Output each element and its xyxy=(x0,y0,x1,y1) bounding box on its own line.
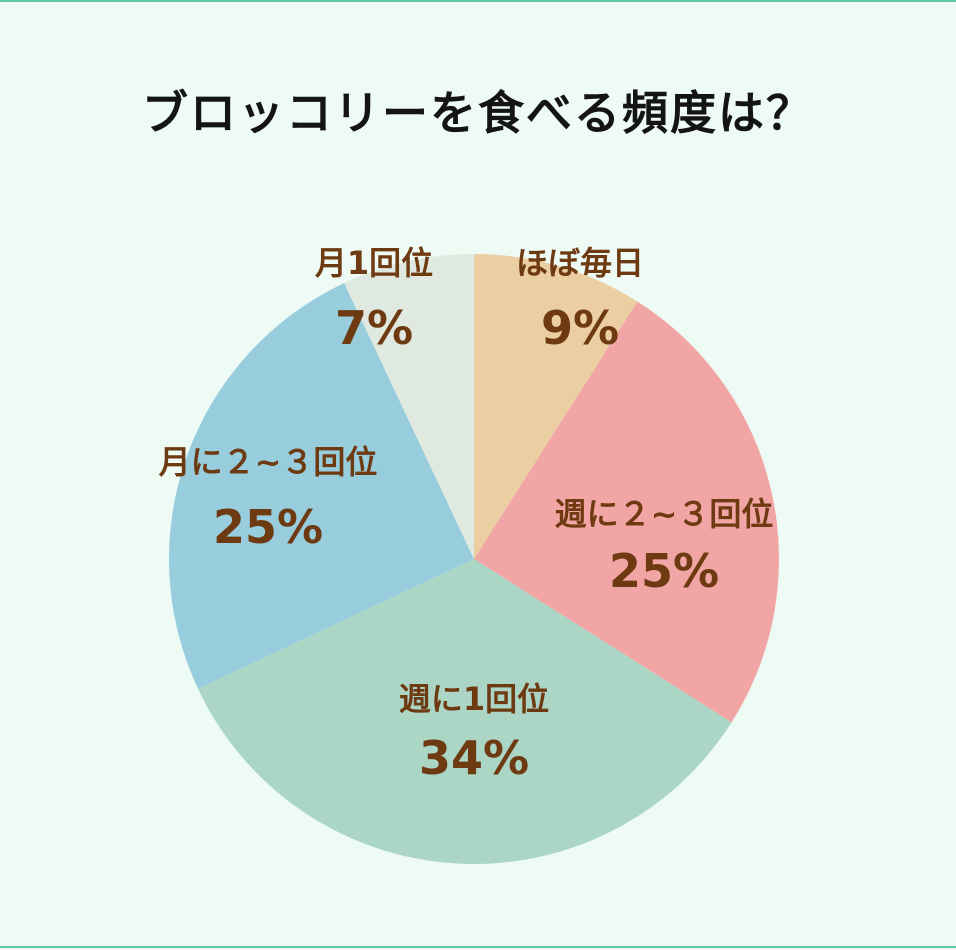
pie-slice-4 xyxy=(169,283,475,689)
pie-slices xyxy=(169,254,779,865)
slice-label-3: 週に1回位 xyxy=(399,680,549,718)
pie-slice-1 xyxy=(474,254,638,559)
slice-value-3: 34% xyxy=(419,731,529,785)
slice-label-4: 月に２~３回位 xyxy=(159,443,378,481)
pie-slice-5 xyxy=(344,254,474,559)
chart-title: ブロッコリーを食べる頻度は？ xyxy=(142,86,814,140)
slice-label-2: 週に２~３回位 xyxy=(555,495,774,533)
slice-value-5: 7% xyxy=(335,301,413,355)
slice-label-5: 月1回位 xyxy=(315,244,433,282)
pie-slice-3 xyxy=(198,559,732,865)
slice-label-1: ほぼ毎日 xyxy=(516,244,644,282)
slice-value-4: 25% xyxy=(213,500,323,554)
slice-value-2: 25% xyxy=(609,544,719,598)
pie-slice-2 xyxy=(474,301,779,723)
slice-value-1: 9% xyxy=(541,301,619,355)
pie-labels: ほぼ毎日 9% 週に２~３回位 25% 週に1回位 34% 月に２~３回位 25% 月1回位 7% xyxy=(159,244,774,785)
